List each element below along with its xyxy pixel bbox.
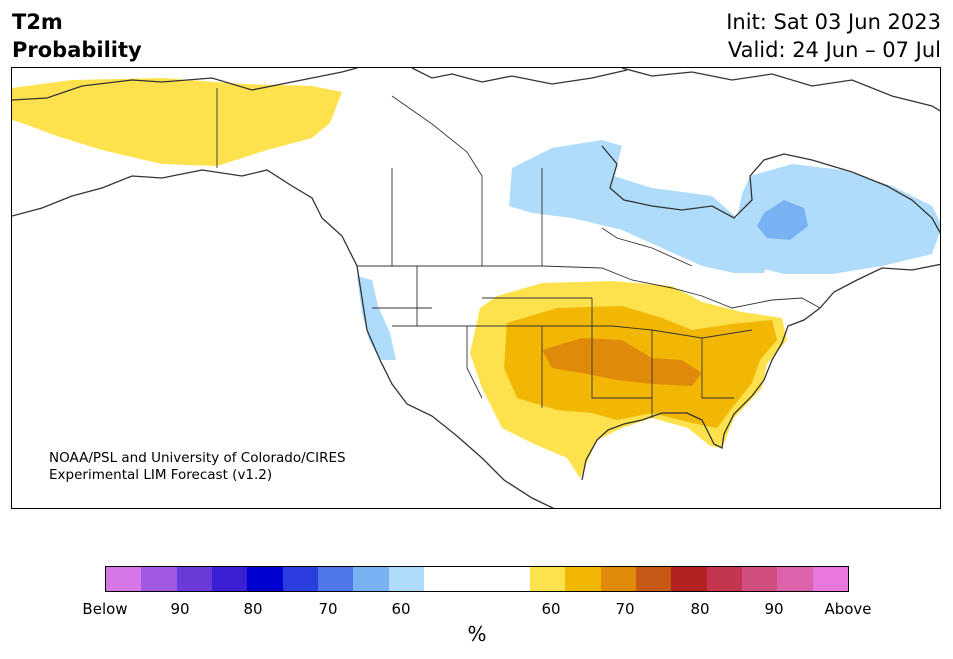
- colorbar-below-swatch: [388, 567, 424, 591]
- tick-above-60: 60: [541, 600, 561, 618]
- tick-below-90: 90: [170, 600, 190, 618]
- colorbar-below-swatch: [353, 567, 389, 591]
- shading-plains-above-70: [542, 338, 702, 386]
- colorbar-unit: %: [467, 622, 487, 646]
- valid-date: Valid: 24 Jun – 07 Jul: [727, 38, 941, 62]
- probability-colorbar: [105, 566, 849, 592]
- product-title: Probability: [12, 38, 142, 62]
- colorbar-above-swatch: [741, 567, 778, 591]
- colorbar-below-swatch: [211, 567, 248, 591]
- coastlines: [12, 68, 940, 508]
- colorbar-above-swatch: [777, 567, 813, 591]
- colorbar-above-swatch: [600, 567, 636, 591]
- tick-below: Below: [82, 600, 128, 618]
- colorbar-above-swatch: [706, 567, 742, 591]
- colorbar-below-swatch: [176, 567, 212, 591]
- tick-above-90: 90: [764, 600, 784, 618]
- colorbar-above-swatch: [565, 567, 601, 591]
- colorbar-below-swatch: [247, 567, 283, 591]
- tick-above: Above: [824, 600, 872, 618]
- tick-above-80: 80: [690, 600, 710, 618]
- shading-alaska-above: [12, 78, 342, 166]
- tick-below-80: 80: [243, 600, 263, 618]
- tick-below-70: 70: [318, 600, 338, 618]
- shading-pnw-below: [357, 276, 396, 360]
- colorbar-above-swatch: [635, 567, 672, 591]
- map-title: T2m Probability: [12, 8, 142, 64]
- colorbar-above-swatch: [812, 567, 848, 591]
- shading-quebec-below-70: [757, 200, 808, 240]
- colorbar-below-swatch: [141, 567, 177, 591]
- credit-line-1: NOAA/PSL and University of Colorado/CIRE…: [49, 450, 346, 466]
- colorbar-neutral-swatch: [423, 567, 530, 591]
- tick-below-60: 60: [391, 600, 411, 618]
- north-america-map: [12, 68, 940, 508]
- forecast-dates: Init: Sat 03 Jun 2023 Valid: 24 Jun – 07…: [726, 8, 941, 64]
- colorbar-below-swatch: [106, 567, 142, 591]
- colorbar-above-swatch: [529, 567, 566, 591]
- political-borders: [216, 88, 821, 418]
- colorbar-below-swatch: [317, 567, 354, 591]
- shading-quebec-below: [737, 164, 940, 274]
- colorbar-below-swatch: [282, 567, 318, 591]
- forecast-credit: NOAA/PSL and University of Colorado/CIRE…: [49, 450, 346, 484]
- shading-ontario-below: [509, 140, 772, 273]
- map-panel: [11, 67, 941, 509]
- init-date: Init: Sat 03 Jun 2023: [726, 10, 941, 34]
- tick-above-70: 70: [615, 600, 635, 618]
- variable-title: T2m: [12, 10, 63, 34]
- credit-line-2: Experimental LIM Forecast (v1.2): [49, 467, 273, 483]
- colorbar-above-swatch: [671, 567, 707, 591]
